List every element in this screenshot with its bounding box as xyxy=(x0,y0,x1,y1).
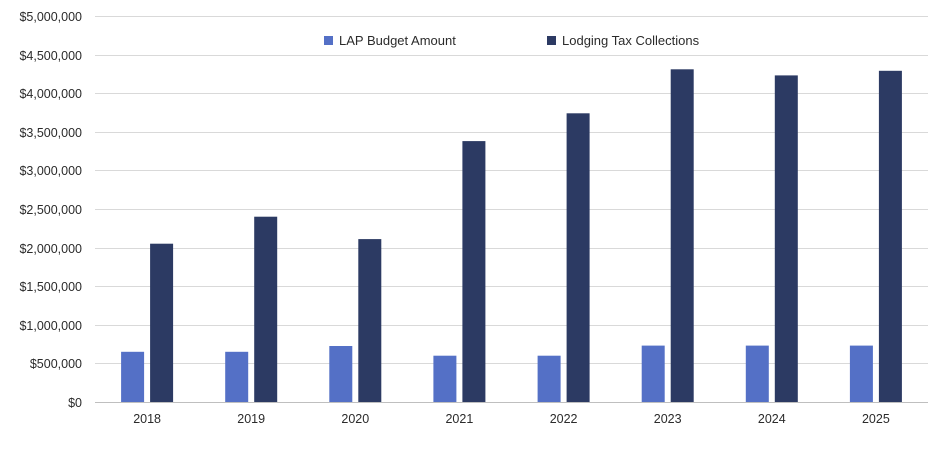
bar-lap-budget-amount-2020 xyxy=(329,346,353,402)
y-axis-ticks: $0 $500,000 $1,000,000 $1,500,000 $2,000,000… xyxy=(19,10,82,410)
legend-swatch xyxy=(547,36,556,45)
bar-lodging-tax-collections-2021 xyxy=(462,141,486,402)
legend-label: LAP Budget Amount xyxy=(339,33,456,48)
y-tick-label: $4,500,000 xyxy=(19,49,82,63)
bar-lap-budget-amount-2022 xyxy=(537,355,561,402)
bar-lodging-tax-collections-2022 xyxy=(566,113,590,403)
y-tick-label: $3,000,000 xyxy=(19,164,82,178)
y-tick-label: $1,000,000 xyxy=(19,319,82,333)
x-tick-label: 2023 xyxy=(654,412,682,426)
y-tick-label: $0 xyxy=(68,396,82,410)
bar-lap-budget-amount-2019 xyxy=(225,351,249,402)
y-tick-label: $2,500,000 xyxy=(19,203,82,217)
x-tick-label: 2022 xyxy=(550,412,578,426)
x-tick-label: 2024 xyxy=(758,412,786,426)
bar-lodging-tax-collections-2018 xyxy=(150,243,174,402)
legend-swatch xyxy=(324,36,333,45)
bar-lap-budget-amount-2018 xyxy=(121,351,145,402)
y-tick-label: $5,000,000 xyxy=(19,10,82,24)
bar-lap-budget-amount-2025 xyxy=(849,345,873,402)
bar-lodging-tax-collections-2024 xyxy=(774,75,798,403)
y-tick-label: $4,000,000 xyxy=(19,87,82,101)
x-axis-ticks: 2018 2019 2020 2021 2022 2023 2024 2025 xyxy=(133,412,890,426)
x-tick-label: 2021 xyxy=(445,412,473,426)
x-tick-label: 2020 xyxy=(341,412,369,426)
bar-lodging-tax-collections-2020 xyxy=(358,239,382,402)
bar-lap-budget-amount-2023 xyxy=(641,345,665,402)
bar-lodging-tax-collections-2025 xyxy=(878,70,902,403)
y-tick-label: $3,500,000 xyxy=(19,126,82,140)
bar-lodging-tax-collections-2023 xyxy=(670,69,694,403)
bar-lodging-tax-collections-2019 xyxy=(254,216,278,402)
y-tick-label: $1,500,000 xyxy=(19,280,82,294)
bar-lap-budget-amount-2024 xyxy=(745,345,769,402)
legend: LAP Budget Amount Lodging Tax Collections xyxy=(324,33,700,48)
gridlines xyxy=(95,16,928,403)
legend-label: Lodging Tax Collections xyxy=(562,33,700,48)
x-tick-label: 2025 xyxy=(862,412,890,426)
x-tick-label: 2018 xyxy=(133,412,161,426)
bar-lap-budget-amount-2021 xyxy=(433,355,457,402)
x-tick-label: 2019 xyxy=(237,412,265,426)
bars xyxy=(121,69,902,403)
y-tick-label: $2,000,000 xyxy=(19,242,82,256)
y-tick-label: $500,000 xyxy=(30,357,82,371)
